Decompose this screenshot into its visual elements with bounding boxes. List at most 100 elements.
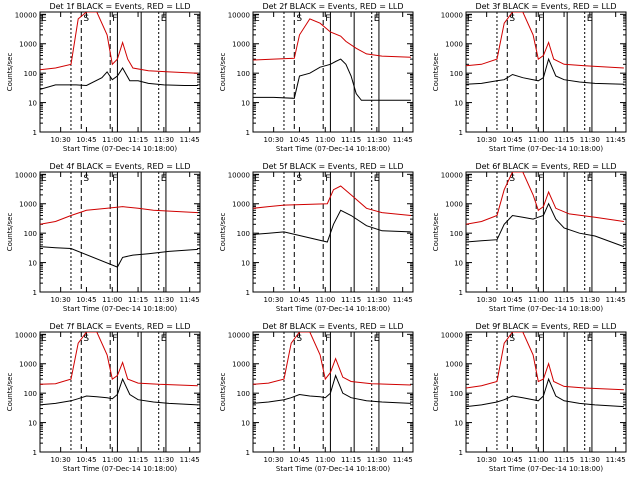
y-tick-label: 10	[241, 100, 250, 108]
time-marker-letter: E	[41, 334, 47, 344]
series-line-events	[253, 373, 411, 404]
time-marker-letter: E	[41, 174, 47, 184]
y-tick-label: 1000	[445, 41, 463, 49]
panel-det-6f: Det 6f BLACK = Events, RED = LLD 1 10 100 10…	[432, 162, 627, 313]
y-tick-label: 1	[33, 449, 37, 457]
time-marker-letter: E	[374, 174, 380, 184]
y-tick-label: 1000	[445, 361, 463, 369]
panel-det-2f: Det 2f BLACK = Events, RED = LLD 1 10 100 10…	[219, 2, 414, 153]
y-tick-label: 1	[459, 449, 463, 457]
y-tick-label: 1	[33, 129, 37, 137]
time-marker-letter: S	[296, 334, 302, 344]
x-tick-label: 11:30	[154, 136, 174, 144]
time-marker-letter: F	[112, 334, 117, 344]
panel-det-4f: Det 4f BLACK = Events, RED = LLD 1 10 100 10…	[6, 162, 201, 313]
time-marker-letter: S	[509, 14, 515, 24]
series-line-events	[466, 377, 624, 408]
y-tick-label: 100	[450, 230, 463, 238]
x-tick-label: 11:15	[128, 296, 148, 304]
series-line-lld	[253, 332, 411, 386]
x-tick-label: 11:45	[180, 456, 200, 464]
series-line-lld	[253, 185, 411, 216]
y-tick-label: 100	[24, 390, 37, 398]
x-axis-label: Start Time (07-Dec-14 10:18:00)	[63, 305, 177, 313]
x-tick-label: 11:00	[528, 296, 548, 304]
x-tick-label: 11:30	[154, 456, 174, 464]
y-tick-label: 10	[28, 260, 37, 268]
time-marker-letter: S	[83, 174, 89, 184]
series-line-events	[253, 58, 411, 101]
x-tick-label: 10:45	[289, 456, 309, 464]
x-tick-label: 10:30	[264, 456, 284, 464]
y-axis-label: Counts/sec	[6, 53, 14, 92]
y-tick-label: 1000	[232, 41, 250, 49]
time-marker-letter: S	[83, 334, 89, 344]
series-line-lld	[253, 18, 411, 61]
panel-det-9f: Det 9f BLACK = Events, RED = LLD 1 10 100 10…	[432, 322, 627, 473]
x-tick-label: 11:45	[393, 456, 413, 464]
y-tick-label: 1000	[232, 201, 250, 209]
y-tick-label: 10	[241, 260, 250, 268]
y-axis-label: Counts/sec	[6, 373, 14, 412]
panel-title: Det 7f BLACK = Events, RED = LLD	[49, 322, 190, 331]
x-tick-label: 11:15	[128, 456, 148, 464]
time-marker-letter: E	[467, 334, 473, 344]
series-line-events	[466, 57, 624, 85]
x-axis-label: Start Time (07-Dec-14 10:18:00)	[63, 145, 177, 153]
x-tick-label: 11:30	[367, 456, 387, 464]
x-tick-label: 11:45	[606, 456, 626, 464]
x-tick-label: 10:45	[289, 296, 309, 304]
x-tick-label: 10:45	[502, 296, 522, 304]
x-tick-label: 10:45	[76, 136, 96, 144]
panel-det-8f: Det 8f BLACK = Events, RED = LLD 1 10 100 10…	[219, 322, 414, 473]
y-tick-label: 1000	[232, 361, 250, 369]
time-marker-letter: E	[161, 334, 167, 344]
series-line-lld	[466, 172, 624, 225]
panel-det-7f: Det 7f BLACK = Events, RED = LLD 1 10 100 10…	[6, 322, 201, 473]
y-tick-label: 1	[246, 449, 250, 457]
series-line-lld	[466, 332, 624, 391]
y-tick-label: 1000	[445, 201, 463, 209]
y-tick-label: 10000	[228, 11, 250, 19]
x-tick-label: 11:45	[393, 136, 413, 144]
plot-frame	[252, 331, 414, 453]
time-marker-letter: F	[538, 334, 543, 344]
y-tick-label: 1000	[19, 41, 37, 49]
x-tick-label: 11:15	[554, 296, 574, 304]
time-marker-letter: E	[254, 334, 260, 344]
x-tick-label: 11:30	[580, 456, 600, 464]
x-tick-label: 11:30	[154, 296, 174, 304]
x-tick-label: 10:45	[76, 456, 96, 464]
series-line-lld	[40, 12, 198, 74]
time-marker-letter: F	[325, 334, 330, 344]
panel-title: Det 8f BLACK = Events, RED = LLD	[262, 322, 403, 331]
x-tick-label: 10:30	[477, 296, 497, 304]
y-tick-label: 100	[237, 70, 250, 78]
y-axis-label: Counts/sec	[219, 53, 227, 92]
time-marker-letter: E	[467, 174, 473, 184]
time-marker-letter: F	[325, 174, 330, 184]
y-tick-label: 10000	[441, 11, 463, 19]
x-tick-label: 11:30	[580, 296, 600, 304]
y-tick-label: 1000	[19, 361, 37, 369]
time-marker-letter: E	[374, 14, 380, 24]
x-axis-label: Start Time (07-Dec-14 10:18:00)	[276, 145, 390, 153]
x-tick-label: 11:00	[102, 136, 122, 144]
series-line-lld	[466, 12, 624, 69]
y-tick-label: 10000	[15, 11, 37, 19]
x-tick-label: 10:30	[51, 456, 71, 464]
time-marker-letter: S	[296, 174, 302, 184]
time-marker-letter: E	[254, 174, 260, 184]
y-tick-label: 100	[24, 230, 37, 238]
y-tick-label: 1	[33, 289, 37, 297]
x-tick-label: 11:45	[606, 136, 626, 144]
time-marker-letter: F	[538, 174, 543, 184]
panel-det-1f: Det 1f BLACK = Events, RED = LLD 1 10 100 10…	[6, 2, 201, 153]
time-marker-letter: E	[374, 334, 380, 344]
x-tick-label: 11:00	[102, 296, 122, 304]
series-line-lld	[40, 206, 198, 225]
y-axis-label: Counts/sec	[6, 213, 14, 252]
time-marker-letter: E	[161, 174, 167, 184]
time-marker-letter: F	[325, 14, 330, 24]
x-tick-label: 11:15	[554, 456, 574, 464]
